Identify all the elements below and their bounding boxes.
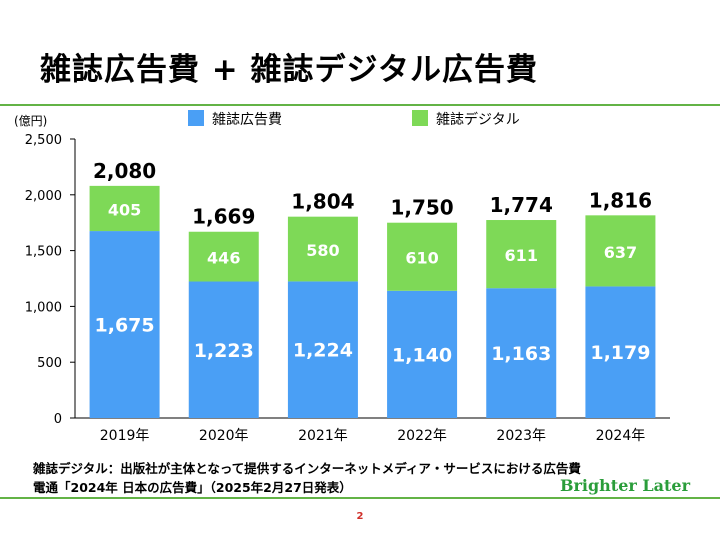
- y-tick-label: 0: [54, 412, 62, 427]
- bar-value-label: 1,224: [293, 340, 353, 362]
- bar-segment-digital: [89, 185, 160, 232]
- bar-segment-digital: [486, 220, 557, 289]
- y-tick-label: 2,500: [25, 133, 62, 148]
- bar-value-label: 580: [306, 241, 339, 260]
- y-tick-label: 2,000: [25, 189, 62, 204]
- bar-segment-digital: [188, 231, 259, 282]
- bar-value-label: 405: [108, 200, 141, 219]
- bar-segment-magazine: [89, 231, 160, 418]
- bar-value-label: 1,179: [590, 342, 650, 364]
- bar-segment-magazine: [387, 290, 458, 418]
- bar-segment-magazine: [188, 281, 259, 418]
- x-category-label: 2022年: [397, 428, 447, 444]
- y-tick-label: 1,500: [25, 245, 62, 260]
- x-category-label: 2023年: [496, 428, 546, 444]
- bar-total-label: 2,080: [93, 159, 156, 183]
- bar-value-label: 610: [405, 249, 438, 268]
- page-title: 雑誌広告費 + 雑誌デジタル広告費: [40, 52, 538, 88]
- bar-value-label: 1,163: [491, 343, 551, 365]
- legend-label: 雑誌デジタル: [436, 111, 520, 128]
- bar-total-label: 1,804: [291, 190, 354, 214]
- footer-divider: [0, 497, 720, 499]
- bar-value-label: 446: [207, 249, 240, 268]
- bar-total-label: 1,816: [589, 188, 652, 212]
- y-axis-unit-label: (億円): [14, 114, 47, 128]
- bar-value-label: 1,675: [95, 315, 155, 337]
- title-divider: [0, 104, 720, 106]
- footnote-definition: 雑誌デジタル：出版社が主体となって提供するインターネットメディア・サービスにおけ…: [33, 461, 581, 476]
- bar-segment-digital: [585, 215, 656, 287]
- bar-segment-digital: [287, 216, 358, 282]
- bar-total-label: 1,750: [390, 196, 453, 220]
- x-category-label: 2024年: [596, 428, 646, 444]
- bar-value-label: 1,140: [392, 344, 452, 366]
- bar-value-label: 1,223: [194, 340, 254, 362]
- bar-segment-magazine: [486, 288, 557, 418]
- x-category-label: 2020年: [199, 428, 249, 444]
- brand-logo: Brighter Later: [559, 476, 690, 495]
- bar-segment-digital: [387, 222, 458, 291]
- bar-segment-magazine: [585, 286, 656, 418]
- bar-total-label: 1,774: [490, 193, 553, 217]
- footnote-source: 電通「2024年 日本の広告費」（2025年2月27日発表）: [33, 480, 352, 495]
- y-tick-label: 500: [37, 356, 62, 371]
- legend-swatch: [188, 110, 204, 126]
- y-tick-label: 1,000: [25, 300, 62, 315]
- x-category-label: 2021年: [298, 428, 348, 444]
- stacked-bar-chart: 0 500 1,000 1,500 2,000 2,500 (億円) 雑誌広告費 雑誌デジタル 1…: [14, 110, 670, 444]
- legend-swatch: [412, 110, 428, 126]
- bar-segment-magazine: [287, 281, 358, 418]
- page-number: 2: [356, 511, 364, 522]
- bar-value-label: 637: [604, 243, 637, 262]
- bar-total-label: 1,669: [192, 205, 255, 229]
- legend-label: 雑誌広告費: [212, 112, 282, 128]
- x-category-label: 2019年: [100, 428, 150, 444]
- bar-value-label: 611: [505, 246, 538, 265]
